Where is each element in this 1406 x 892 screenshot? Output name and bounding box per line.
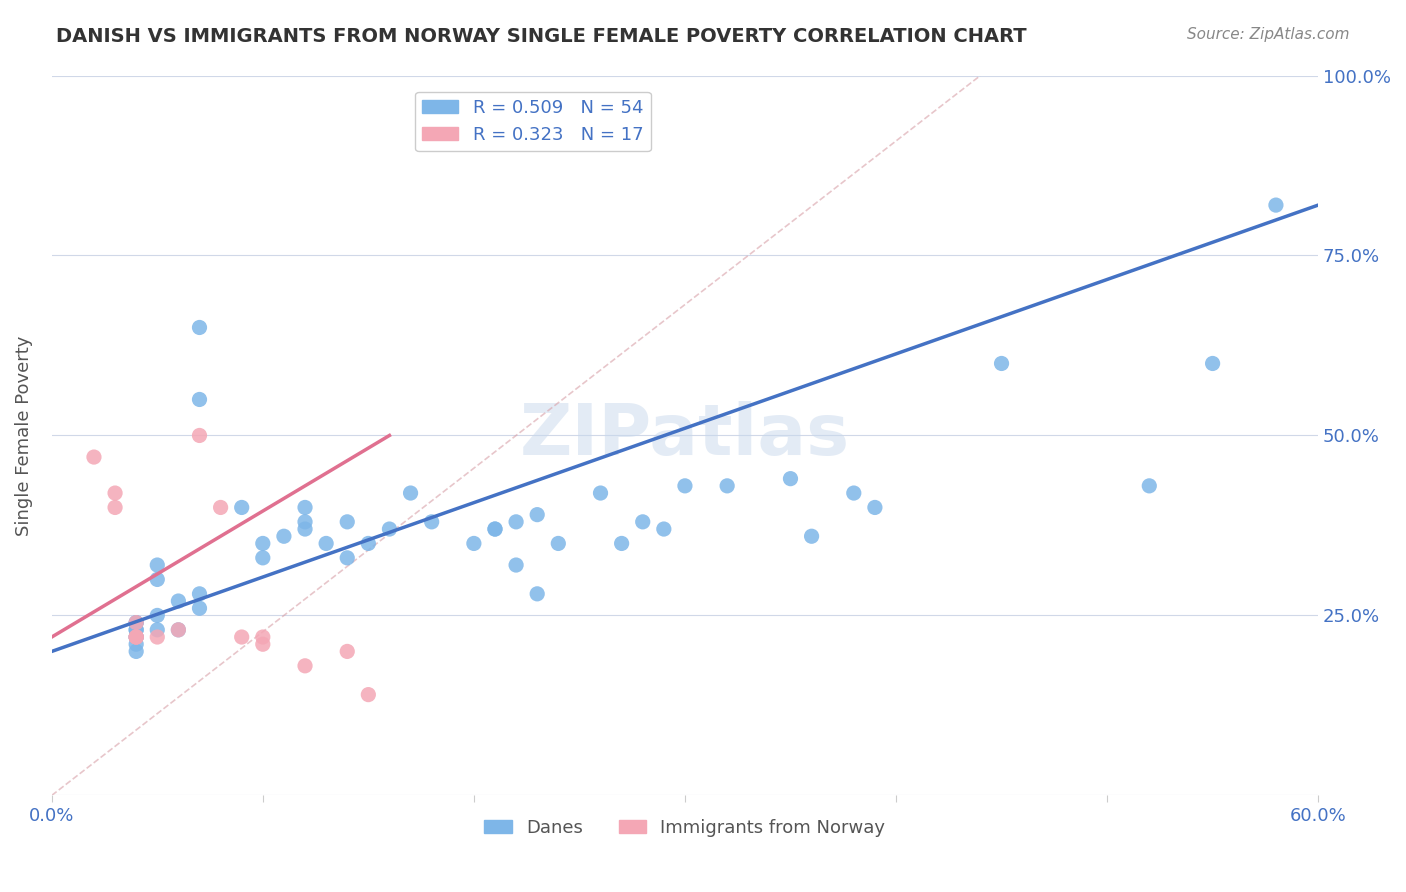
Point <box>336 644 359 658</box>
Point <box>188 587 211 601</box>
Point <box>652 522 675 536</box>
Point <box>209 500 232 515</box>
Point <box>125 623 148 637</box>
Point <box>146 573 169 587</box>
Point <box>146 608 169 623</box>
Point <box>125 644 148 658</box>
Point <box>505 558 527 572</box>
Point <box>125 630 148 644</box>
Point <box>125 630 148 644</box>
Point <box>589 486 612 500</box>
Point <box>420 515 443 529</box>
Point <box>631 515 654 529</box>
Point <box>231 630 253 644</box>
Point <box>188 428 211 442</box>
Point <box>357 688 380 702</box>
Point <box>610 536 633 550</box>
Point <box>463 536 485 550</box>
Point <box>1201 356 1223 370</box>
Point <box>673 479 696 493</box>
Point <box>336 515 359 529</box>
Point <box>188 320 211 334</box>
Point <box>399 486 422 500</box>
Point <box>188 601 211 615</box>
Point <box>294 522 316 536</box>
Y-axis label: Single Female Poverty: Single Female Poverty <box>15 335 32 536</box>
Point <box>104 500 127 515</box>
Point <box>294 500 316 515</box>
Point <box>800 529 823 543</box>
Point <box>336 550 359 565</box>
Point <box>842 486 865 500</box>
Point <box>167 623 190 637</box>
Point <box>167 623 190 637</box>
Point <box>294 658 316 673</box>
Point <box>146 558 169 572</box>
Point <box>125 630 148 644</box>
Point <box>547 536 569 550</box>
Text: DANISH VS IMMIGRANTS FROM NORWAY SINGLE FEMALE POVERTY CORRELATION CHART: DANISH VS IMMIGRANTS FROM NORWAY SINGLE … <box>56 27 1026 45</box>
Point <box>526 587 548 601</box>
Point <box>1264 198 1286 212</box>
Point <box>125 630 148 644</box>
Point <box>125 623 148 637</box>
Point <box>315 536 337 550</box>
Text: ZIPatlas: ZIPatlas <box>520 401 851 470</box>
Point <box>125 615 148 630</box>
Point <box>484 522 506 536</box>
Point <box>252 550 274 565</box>
Point <box>505 515 527 529</box>
Text: Source: ZipAtlas.com: Source: ZipAtlas.com <box>1187 27 1350 42</box>
Point <box>231 500 253 515</box>
Point <box>273 529 295 543</box>
Point <box>378 522 401 536</box>
Point <box>104 486 127 500</box>
Point <box>146 630 169 644</box>
Point <box>252 536 274 550</box>
Point <box>357 536 380 550</box>
Point <box>125 637 148 651</box>
Point <box>167 594 190 608</box>
Point <box>252 630 274 644</box>
Point <box>125 615 148 630</box>
Point <box>990 356 1012 370</box>
Point <box>125 615 148 630</box>
Legend: Danes, Immigrants from Norway: Danes, Immigrants from Norway <box>477 812 893 844</box>
Point <box>294 515 316 529</box>
Point <box>484 522 506 536</box>
Point <box>526 508 548 522</box>
Point <box>83 450 105 464</box>
Point <box>125 630 148 644</box>
Point <box>146 623 169 637</box>
Point <box>863 500 886 515</box>
Point <box>779 472 801 486</box>
Point <box>716 479 738 493</box>
Point <box>1137 479 1160 493</box>
Point <box>252 637 274 651</box>
Point <box>188 392 211 407</box>
